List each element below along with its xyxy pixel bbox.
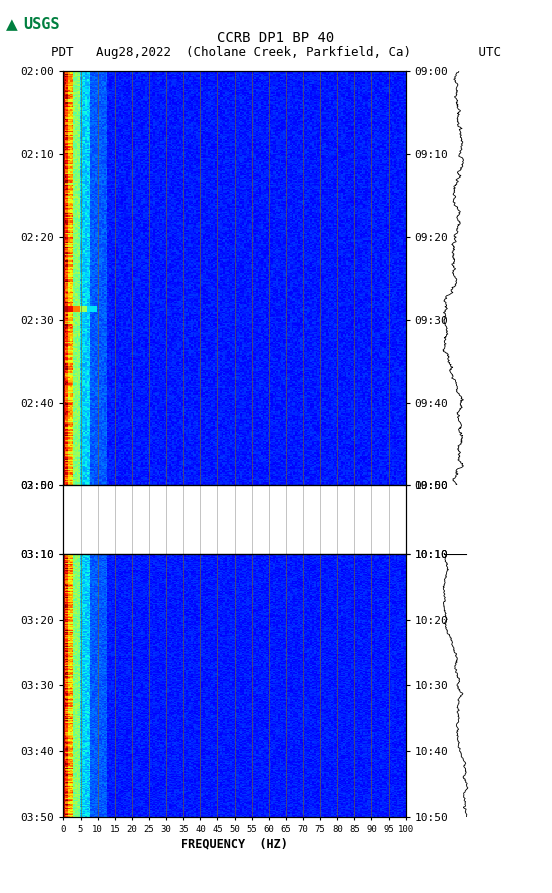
Text: CCRB DP1 BP 40: CCRB DP1 BP 40 [217, 31, 335, 46]
Text: USGS: USGS [23, 17, 60, 32]
Text: PDT   Aug28,2022  (Cholane Creek, Parkfield, Ca)         UTC: PDT Aug28,2022 (Cholane Creek, Parkfield… [51, 46, 501, 60]
X-axis label: FREQUENCY  (HZ): FREQUENCY (HZ) [181, 838, 288, 851]
Text: ▲: ▲ [6, 17, 17, 32]
